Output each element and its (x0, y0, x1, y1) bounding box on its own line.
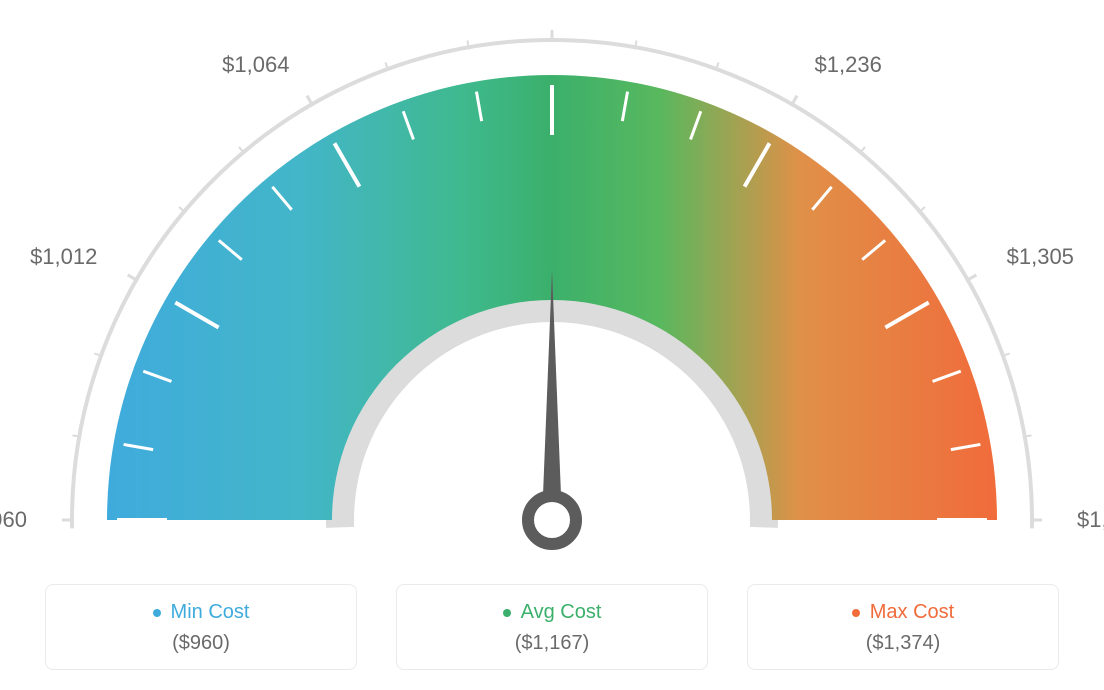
gauge-tick-label: $1,064 (222, 52, 289, 78)
gauge-tick-label: $1,012 (30, 244, 97, 270)
legend-row: Min Cost ($960) Avg Cost ($1,167) Max Co… (0, 584, 1104, 670)
legend-min-title: Min Cost (171, 601, 250, 624)
gauge-tick-label: $960 (0, 507, 27, 533)
legend-max-value: ($1,374) (748, 632, 1058, 655)
legend-avg-value: ($1,167) (397, 632, 707, 655)
legend-max-title-row: Max Cost (852, 601, 954, 624)
gauge-tick-label: $1,305 (1007, 244, 1074, 270)
legend-max-title: Max Cost (870, 601, 954, 624)
gauge-chart: $960$1,012$1,064$1,167$1,236$1,305$1,374 (0, 0, 1104, 560)
gauge-svg (0, 0, 1104, 560)
legend-avg-title: Avg Cost (521, 601, 602, 624)
legend-avg-dot (503, 609, 511, 617)
legend-min-title-row: Min Cost (153, 601, 250, 624)
legend-min-card: Min Cost ($960) (45, 584, 357, 670)
gauge-needle-base (528, 496, 576, 544)
gauge-tick-label: $1,236 (815, 52, 882, 78)
legend-max-card: Max Cost ($1,374) (747, 584, 1059, 670)
gauge-tick-label: $1,374 (1077, 507, 1104, 533)
cost-gauge-widget: $960$1,012$1,064$1,167$1,236$1,305$1,374… (0, 0, 1104, 690)
legend-avg-card: Avg Cost ($1,167) (396, 584, 708, 670)
legend-max-dot (852, 609, 860, 617)
legend-min-value: ($960) (46, 632, 356, 655)
legend-min-dot (153, 609, 161, 617)
legend-avg-title-row: Avg Cost (503, 601, 602, 624)
